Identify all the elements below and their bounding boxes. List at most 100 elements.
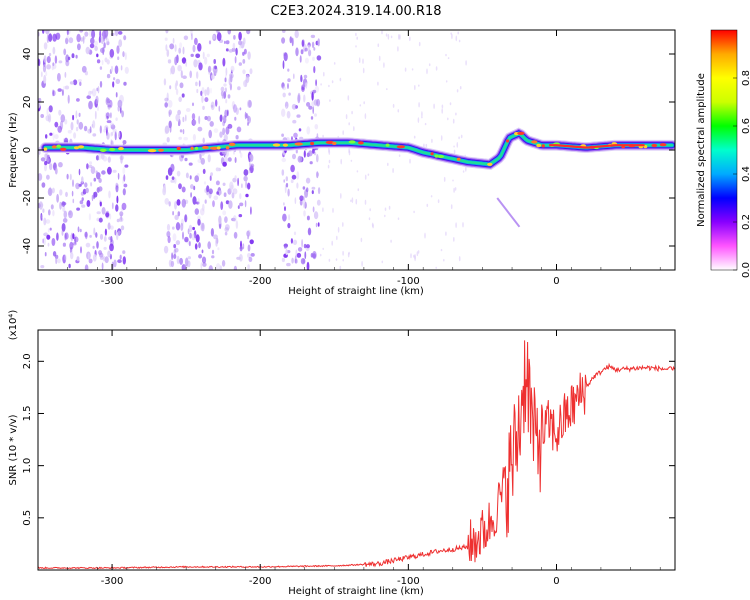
noise-speckle — [249, 154, 254, 162]
noise-speckle — [45, 30, 50, 35]
noise-speckle — [61, 201, 66, 207]
noise-speckle — [355, 32, 357, 37]
noise-speckle — [174, 177, 177, 184]
noise-speckle — [224, 231, 228, 236]
noise-speckle — [78, 121, 84, 130]
noise-speckle — [52, 62, 55, 67]
noise-speckle — [208, 40, 212, 45]
noise-speckle — [441, 108, 444, 114]
noise-speckle — [424, 122, 427, 126]
noise-speckle — [92, 133, 97, 137]
noise-speckle — [302, 83, 305, 88]
noise-speckle — [200, 208, 205, 216]
noise-speckle — [57, 72, 61, 82]
colorbar-tick-label: 0.4 — [741, 166, 750, 182]
noise-speckle — [52, 33, 57, 42]
noise-speckle — [80, 246, 82, 254]
noise-speckle — [358, 57, 361, 63]
noise-speckle — [309, 161, 313, 165]
noise-speckle — [295, 47, 299, 57]
noise-speckle — [107, 103, 111, 110]
noise-speckle — [187, 256, 191, 260]
noise-speckle — [198, 80, 201, 87]
noise-speckle — [243, 169, 249, 176]
noise-speckle — [46, 64, 51, 70]
noise-speckle — [166, 49, 170, 57]
noise-speckle — [56, 232, 59, 241]
noise-speckle — [124, 164, 129, 168]
noise-speckle — [351, 197, 354, 204]
noise-speckle — [44, 163, 47, 172]
noise-speckle — [452, 118, 455, 124]
noise-speckle — [50, 204, 54, 210]
noise-speckle — [44, 154, 47, 159]
noise-speckle — [122, 188, 126, 196]
noise-speckle — [66, 30, 69, 36]
noise-speckle — [120, 213, 123, 221]
noise-speckle — [84, 264, 89, 270]
noise-speckle — [175, 80, 178, 87]
noise-speckle — [75, 182, 80, 190]
noise-speckle — [73, 236, 79, 243]
noise-speckle — [223, 83, 227, 87]
noise-speckle — [283, 179, 286, 183]
noise-speckle — [294, 30, 299, 39]
noise-speckle — [443, 258, 445, 262]
noise-speckle — [77, 226, 80, 233]
noise-speckle — [285, 182, 289, 188]
noise-speckle — [44, 160, 48, 166]
noise-speckle — [202, 51, 205, 60]
noise-speckle — [118, 131, 121, 138]
noise-speckle — [233, 231, 238, 239]
noise-speckle — [217, 247, 220, 251]
noise-speckle — [387, 162, 389, 166]
noise-speckle — [445, 80, 448, 83]
noise-speckle — [222, 127, 226, 136]
noise-speckle — [285, 106, 288, 109]
noise-speckle — [110, 65, 114, 73]
noise-speckle — [383, 62, 385, 68]
noise-speckle — [180, 218, 184, 226]
noise-speckle — [121, 110, 124, 118]
noise-speckle — [413, 210, 415, 214]
noise-speckle — [238, 62, 242, 66]
noise-speckle — [61, 223, 66, 232]
noise-speckle — [220, 86, 225, 92]
noise-speckle — [115, 117, 118, 121]
noise-speckle — [457, 31, 460, 35]
noise-speckle — [292, 239, 298, 245]
noise-speckle — [453, 237, 455, 242]
noise-speckle — [333, 62, 336, 65]
noise-speckle — [192, 226, 196, 231]
noise-speckle — [180, 222, 184, 231]
noise-speckle — [219, 131, 223, 138]
noise-speckle — [385, 33, 388, 37]
noise-speckle — [215, 238, 218, 247]
noise-speckle — [390, 35, 393, 39]
noise-speckle — [247, 99, 252, 108]
ridge-tail — [496, 197, 521, 228]
noise-speckle — [449, 102, 452, 106]
noise-speckle — [306, 215, 310, 221]
noise-speckle — [212, 34, 216, 40]
noise-speckle — [196, 88, 199, 94]
noise-speckle — [90, 37, 95, 45]
noise-speckle — [102, 156, 108, 162]
noise-speckle — [281, 257, 285, 263]
noise-speckle — [297, 155, 302, 163]
noise-speckle — [170, 260, 175, 268]
noise-speckle — [110, 32, 115, 37]
noise-speckle — [303, 150, 306, 158]
ridge-hotspot — [282, 143, 288, 147]
noise-speckle — [350, 199, 352, 203]
noise-speckle — [94, 45, 98, 52]
noise-speckle — [233, 104, 237, 113]
noise-speckle — [117, 105, 120, 112]
noise-speckle — [181, 57, 187, 64]
noise-speckle — [455, 112, 457, 116]
noise-speckle — [107, 166, 112, 175]
noise-speckle — [116, 45, 120, 54]
noise-speckle — [248, 100, 252, 108]
noise-speckle — [241, 183, 243, 188]
noise-speckle — [440, 135, 443, 141]
